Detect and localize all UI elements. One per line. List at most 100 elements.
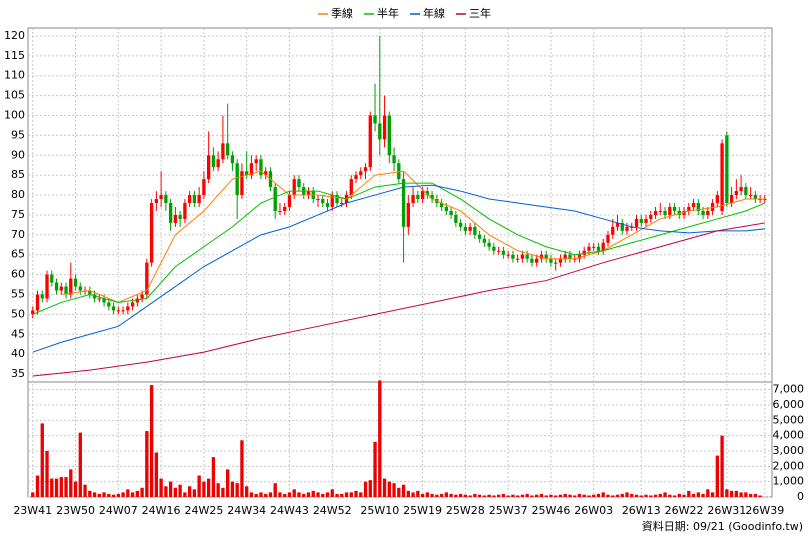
volume-bar [425, 492, 429, 497]
candle-body [373, 115, 377, 124]
candle-body [216, 159, 220, 168]
volume-bar [140, 487, 144, 497]
candle-body [130, 302, 135, 307]
candle-body [278, 210, 282, 212]
candle-body [606, 234, 610, 243]
volume-bar [734, 490, 739, 497]
candle-body [477, 234, 482, 239]
candle-body [306, 191, 311, 196]
x-tick-label: 23W50 [56, 504, 95, 517]
volume-bar [92, 492, 97, 497]
candle-body [511, 254, 515, 259]
y-tick-label: 95 [11, 128, 25, 141]
candle-body [292, 179, 296, 196]
candle-body [321, 199, 325, 204]
ma-line [32, 184, 765, 353]
volume-bar [264, 493, 268, 497]
x-tick-label: 26W22 [665, 504, 704, 517]
volume-bar [620, 493, 624, 497]
candle-body [178, 214, 182, 219]
candle-body [496, 250, 501, 252]
candle-body [273, 187, 277, 211]
volume-bar [83, 484, 87, 497]
candle-body [154, 199, 159, 204]
volume-bar [344, 492, 349, 497]
volume-bar [45, 451, 49, 497]
candle-body [183, 203, 187, 219]
volume-bar [729, 490, 734, 497]
candle-body [487, 242, 491, 247]
y2-tick-label: 4,000 [773, 429, 805, 442]
candle-body [625, 226, 629, 231]
volume-bar [368, 480, 372, 497]
y-tick-label: 60 [11, 268, 25, 281]
candle-body [725, 135, 729, 204]
candle-body [734, 191, 739, 196]
volume-bar [577, 493, 582, 497]
volume-bar [748, 493, 753, 497]
volume-bar [691, 493, 696, 497]
x-tick-label: 25W10 [360, 504, 399, 517]
candle-body [744, 187, 748, 196]
volume-bar [297, 492, 301, 497]
volume-bar [458, 493, 463, 497]
x-tick-label: 26W03 [574, 504, 613, 517]
volume-bar [501, 493, 506, 497]
volume-bar [159, 478, 163, 497]
candle-body [596, 246, 601, 251]
candle-body [420, 191, 425, 200]
y2-tick-label: 2,000 [773, 459, 805, 472]
candle-body [653, 210, 658, 215]
volume-bar [183, 492, 187, 497]
volume-bar [720, 435, 724, 497]
volume-bar [530, 495, 534, 497]
candle-body [211, 155, 216, 168]
candle-body [59, 286, 63, 291]
volume-bar [387, 481, 391, 497]
y-tick-label: 105 [4, 89, 25, 102]
volume-bar [430, 493, 434, 497]
candle-body [482, 238, 487, 243]
candle-body [354, 175, 358, 180]
volume-bar [321, 493, 325, 497]
candle-body [88, 290, 92, 295]
candle-body [677, 210, 681, 215]
candle-body [458, 222, 463, 227]
candle-body [639, 218, 643, 223]
y2-tick-label: 3,000 [773, 444, 805, 457]
volume-bar [192, 489, 197, 497]
candle-body [330, 195, 334, 207]
volume-bar [273, 483, 277, 497]
volume-bar [649, 495, 653, 497]
x-tick-label: 24W52 [313, 504, 352, 517]
candle-body [40, 294, 44, 299]
candle-body [530, 258, 534, 263]
candle-body [715, 195, 719, 204]
volume-bar [268, 492, 273, 497]
volume-bar [97, 493, 101, 497]
volume-bar [653, 494, 658, 497]
volume-bar [496, 494, 501, 497]
volume-bar [706, 489, 710, 497]
volume-bar [145, 431, 149, 497]
volume-bar [592, 494, 596, 497]
candle-body [729, 195, 734, 204]
volume-bar [663, 492, 667, 497]
candle-body [401, 179, 406, 227]
candle-body [411, 195, 415, 204]
volume-bar [173, 487, 178, 497]
volume-bar [511, 494, 515, 497]
volume-bar [335, 493, 339, 497]
candle-body [425, 191, 429, 196]
volume-bar [340, 493, 344, 497]
candle-body [658, 210, 662, 212]
x-tick-label: 26W39 [745, 504, 784, 517]
legend-label: 半年 [377, 6, 399, 20]
candle-body [45, 274, 49, 299]
volume-bar [563, 493, 567, 497]
y-tick-label: 80 [11, 188, 25, 201]
candle-body [515, 258, 520, 260]
candle-body [672, 206, 677, 211]
volume-bar [587, 495, 591, 497]
volume-bar [506, 495, 510, 497]
